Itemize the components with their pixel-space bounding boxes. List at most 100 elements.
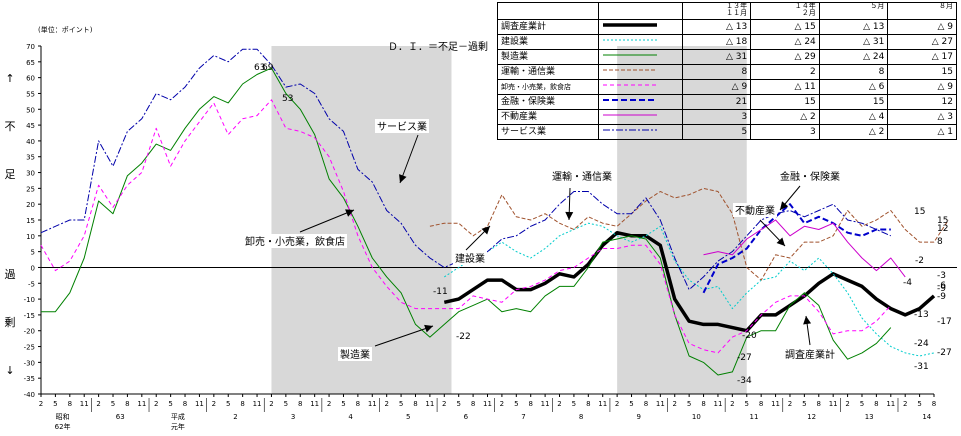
series-line [443, 230, 936, 333]
x-tick-label: 5 [745, 400, 749, 408]
legend-value: △ 4 [818, 109, 889, 125]
x-tick-label: 2 [96, 400, 100, 408]
recession-shade [271, 46, 452, 394]
y-tick-label: 0 [31, 264, 35, 272]
x-year-label: 63 [116, 413, 125, 421]
x-tick-label: 5 [687, 400, 691, 408]
point-label: -20 [742, 331, 757, 341]
end-label: -6 [937, 281, 946, 291]
legend-swatch [598, 124, 683, 140]
end-label: -9 [937, 292, 946, 302]
x-year-label: 12 [807, 413, 816, 421]
x-tick-label: 8 [413, 400, 417, 408]
legend-swatch-svg [603, 69, 658, 71]
legend-value: △ 13 [818, 19, 889, 35]
x-tick-label: 2 [730, 400, 734, 408]
legend-row: 運輸・通信業 8 2 8 15 [496, 64, 957, 80]
y-tick-label: 50 [26, 106, 35, 114]
legend-series-name: 運輸・通信業 [496, 64, 600, 80]
legend-swatch-svg [603, 23, 658, 27]
legend-value: △ 31 [681, 49, 752, 65]
legend-series-name: 卸売・小売業，飲食店 [496, 79, 600, 95]
x-tick-label: 5 [168, 400, 172, 408]
y-tick-label: 65 [26, 59, 35, 67]
x-tick-label: 5 [629, 400, 633, 408]
annotation-arrow-head [776, 237, 785, 246]
annotation-bg [453, 251, 487, 265]
legend-swatch-svg [603, 114, 658, 116]
annotation-bg [778, 169, 842, 183]
legend-value: 3 [750, 124, 820, 140]
x-tick-label: 2 [673, 400, 677, 408]
y-tick-label: 40 [26, 138, 35, 146]
x-tick-label: 2 [845, 400, 849, 408]
x-tick-label: 2 [557, 400, 561, 408]
legend-value: 3 [681, 109, 752, 125]
x-year-label: 元年 [171, 422, 185, 431]
annotation-bg [733, 203, 777, 217]
x-tick-label: 11 [368, 400, 377, 408]
annotation-bg [375, 119, 429, 133]
x-tick-label: 2 [788, 400, 792, 408]
legend-value: △ 18 [681, 34, 752, 50]
annotation-arrow-head [424, 324, 433, 333]
x-year-label: 62年 [55, 422, 71, 431]
x-tick-label: 8 [644, 400, 648, 408]
end-label: -9 [937, 284, 946, 294]
legend-swatch [598, 49, 683, 65]
x-tick-label: 8 [586, 400, 590, 408]
y-tick-label: -15 [24, 312, 35, 320]
x-year-label: 7 [521, 413, 525, 421]
x-tick-label: 5 [572, 400, 576, 408]
legend-value: 5 [681, 124, 752, 140]
y-tick-label: -30 [24, 359, 35, 367]
x-year-label: 6 [464, 413, 469, 421]
y-tick-label: 60 [26, 75, 35, 83]
x-tick-label: 11 [80, 400, 89, 408]
legend-value: △ 9 [887, 79, 957, 95]
annotation-arrow-shaft [299, 209, 355, 233]
x-year-label: 13 [865, 413, 874, 421]
y-axis-label-top: ↑ [5, 72, 14, 85]
x-tick-label: 11 [310, 400, 319, 408]
x-tick-label: 2 [384, 400, 388, 408]
x-year-label: 4 [348, 413, 353, 421]
x-year-label: 11 [749, 413, 758, 421]
end-label: -24 [914, 339, 929, 349]
legend-value: 15 [818, 94, 889, 110]
legend-value: △ 1 [887, 124, 957, 140]
annotation-bg [243, 234, 347, 248]
annotation-bg [550, 169, 614, 183]
x-tick-label: 8 [125, 400, 129, 408]
y-axis-label-bottom: 剰 [5, 316, 16, 329]
annotation-arrow-shaft [374, 325, 434, 347]
series-line [41, 67, 892, 376]
y-axis-label-bottom: 過 [5, 268, 16, 281]
end-label: -13 [914, 310, 929, 320]
x-tick-label: 11 [598, 400, 607, 408]
end-label: -27 [937, 348, 952, 358]
legend-value: 8 [681, 64, 752, 80]
series-line [444, 222, 935, 357]
y-axis-label-top: 足 [5, 168, 16, 181]
x-tick-label: 8 [298, 400, 302, 408]
x-year-label: 5 [406, 413, 410, 421]
legend-value: △ 15 [750, 19, 820, 35]
x-year-label: 10 [692, 413, 701, 421]
annotation-arrow-shaft [399, 134, 419, 184]
y-tick-label: 10 [26, 233, 35, 241]
legend-row: 調査産業計 △ 13 △ 15 △ 13 △ 9 [496, 19, 957, 35]
x-tick-label: 2 [903, 400, 907, 408]
x-tick-label: 8 [874, 400, 878, 408]
annotation-label: 調査産業計 [785, 348, 835, 361]
point-label: 69 [262, 63, 274, 73]
y-tick-label: -35 [24, 375, 35, 383]
annotation-arrow-head [780, 201, 789, 210]
legend-series-name: 建設業 [496, 34, 600, 50]
legend-row: 不動産業 3 △ 2 △ 4 △ 3 [496, 109, 957, 125]
x-tick-label: 5 [399, 400, 403, 408]
legend-series-name: サービス業 [496, 124, 600, 140]
legend-value: △ 27 [887, 34, 957, 50]
legend-swatch [598, 79, 683, 95]
legend-series-name: 不動産業 [496, 109, 600, 125]
